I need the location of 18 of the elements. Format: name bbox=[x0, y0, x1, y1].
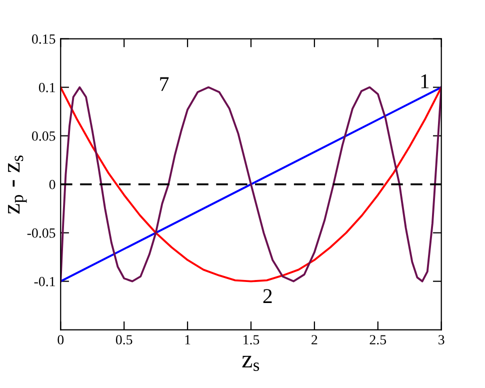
y-tick-label: -0.05 bbox=[27, 228, 56, 238]
x-tick-label: 2.5 bbox=[370, 335, 386, 344]
annotation: 7 bbox=[160, 77, 169, 91]
annotation: 2 bbox=[263, 289, 272, 303]
y-axis-title: z$_{p}$ - z$_{s}$ bbox=[8, 156, 27, 214]
x-tick-label: 0.5 bbox=[116, 335, 132, 344]
annotation: 1 bbox=[421, 74, 429, 88]
x-axis-title: z$_{s}$ bbox=[242, 356, 260, 371]
y-tick-label: 0.05 bbox=[32, 131, 56, 141]
y-tick-label: 0.1 bbox=[38, 82, 55, 92]
x-tick-label: 1 bbox=[185, 335, 190, 344]
y-tick-label: -0.1 bbox=[34, 276, 55, 286]
y-tick-label: 0 bbox=[49, 180, 56, 190]
x-tick-label: 3 bbox=[438, 335, 444, 344]
y-tick-label: 0.15 bbox=[32, 34, 56, 44]
x-tick-label: 1.5 bbox=[244, 335, 260, 344]
x-tick-label: 0 bbox=[58, 335, 64, 344]
x-tick-label: 2 bbox=[312, 335, 318, 344]
